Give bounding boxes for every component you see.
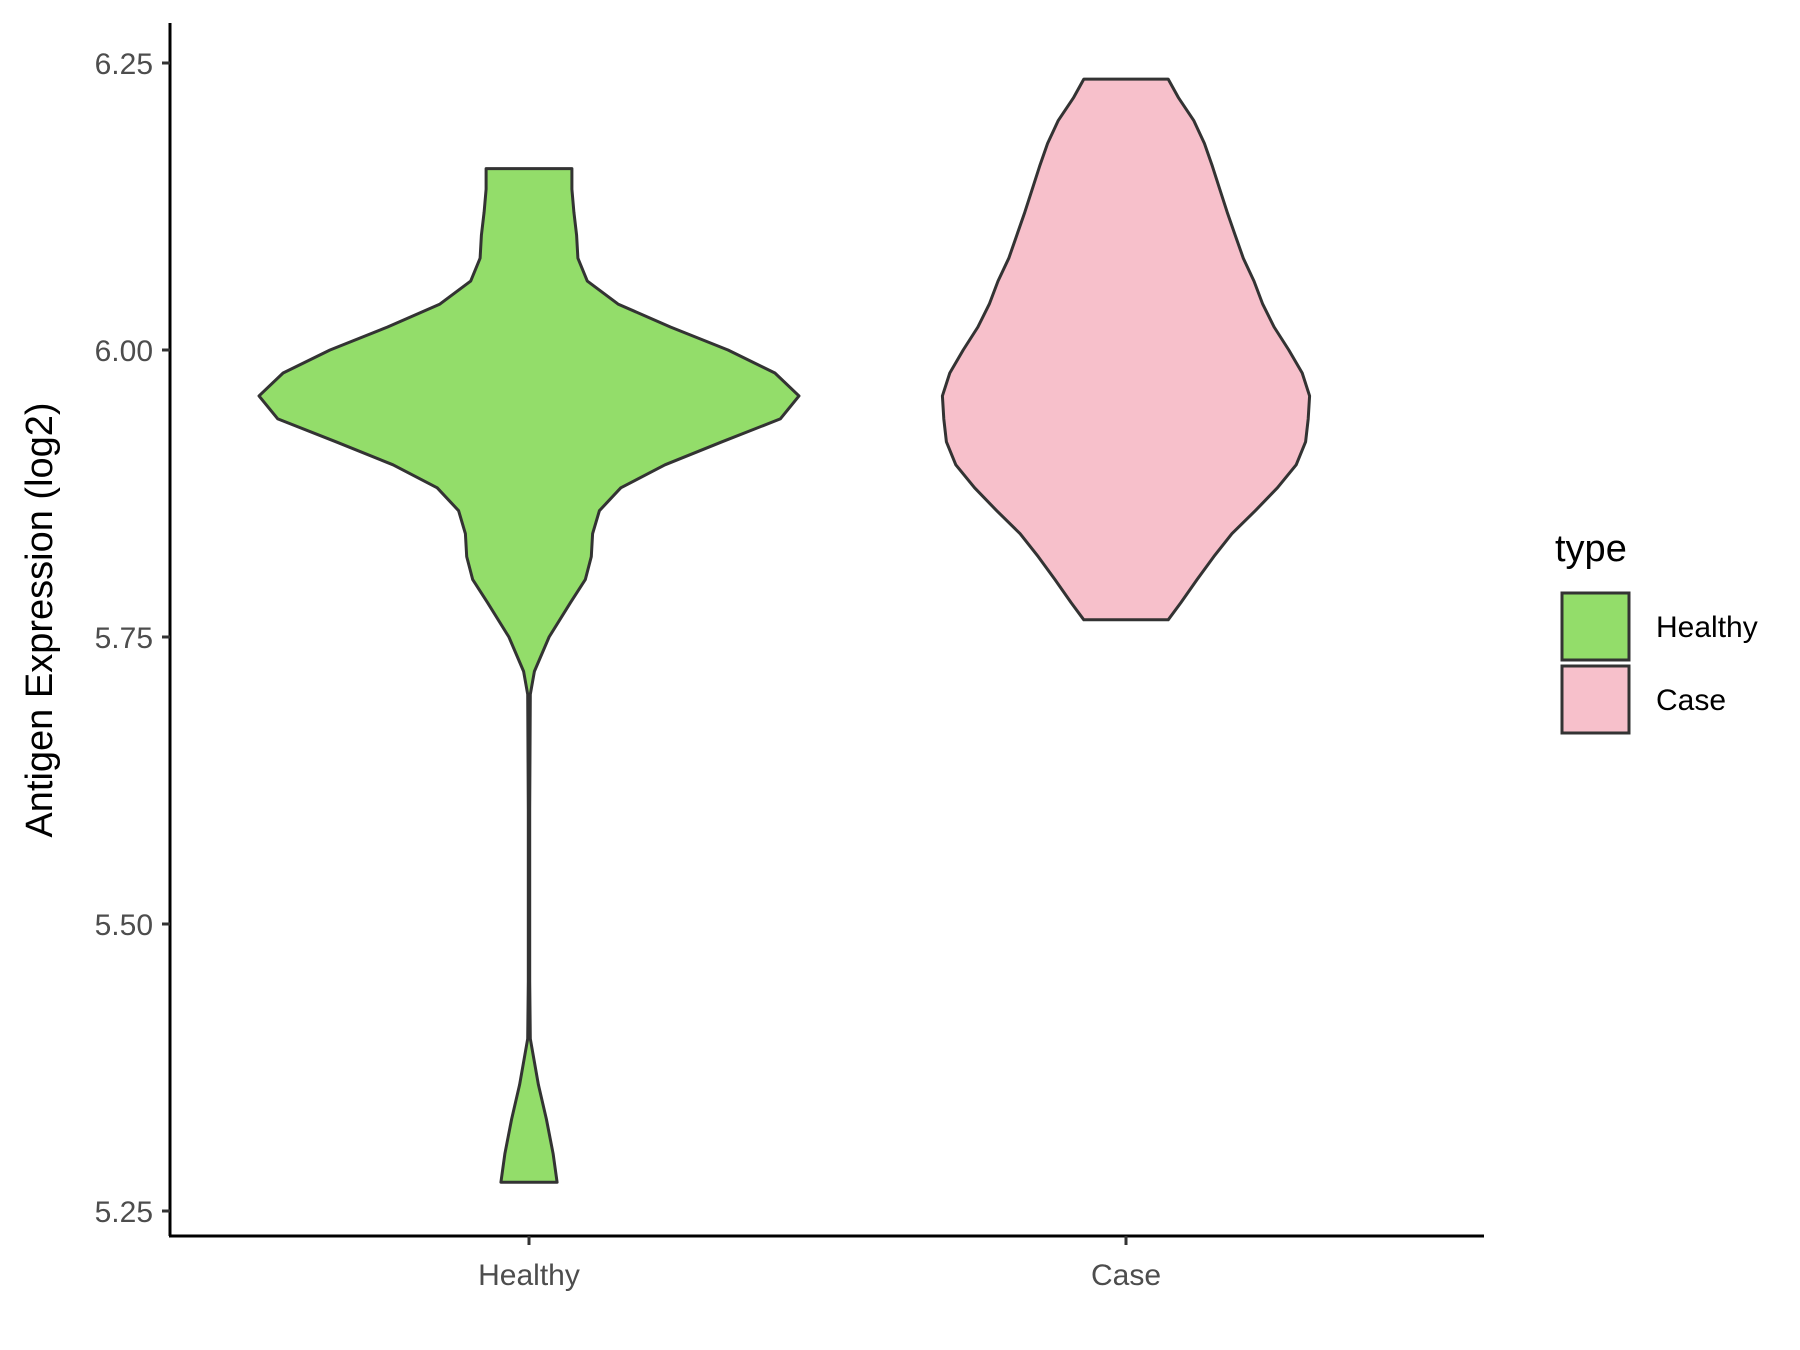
violin-healthy	[257, 167, 801, 1184]
x-tick-label-healthy: Healthy	[478, 1259, 580, 1292]
y-tick-label: 5.50	[95, 909, 153, 942]
x-tick-label-case: Case	[1091, 1259, 1161, 1292]
y-axis-title: Antigen Expression (log2)	[19, 402, 61, 837]
legend: type Healthy Case	[1555, 528, 1758, 735]
y-tick-label: 5.75	[95, 622, 153, 655]
x-axis-ticks: Healthy Case	[478, 1236, 1161, 1292]
y-axis-ticks: 5.25 5.50 5.75 6.00 6.25	[95, 48, 170, 1229]
violins-layer	[257, 77, 1312, 1184]
legend-key-case	[1560, 664, 1631, 735]
y-tick-label: 6.00	[95, 335, 153, 368]
legend-label-healthy: Healthy	[1656, 611, 1758, 644]
legend-key-healthy	[1560, 591, 1631, 662]
y-tick-label: 6.25	[95, 48, 153, 81]
legend-label-case: Case	[1656, 684, 1726, 717]
violin-case	[940, 77, 1312, 622]
y-tick-label: 5.25	[95, 1196, 153, 1229]
legend-title: type	[1555, 528, 1627, 570]
